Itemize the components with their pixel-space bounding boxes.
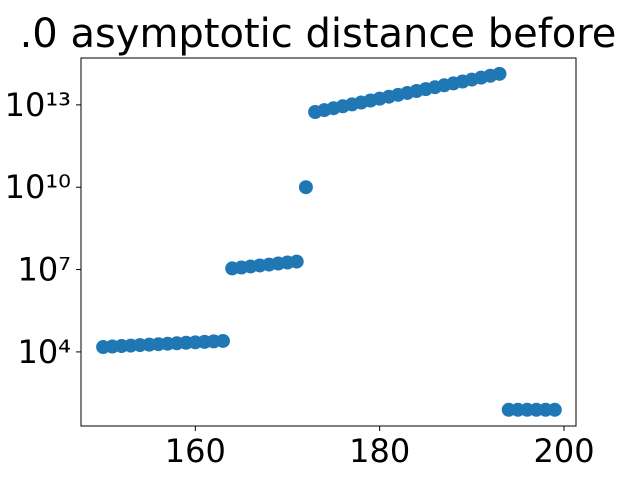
point [215, 333, 230, 348]
point [547, 402, 562, 417]
y-tick-label: 10¹³ [5, 86, 71, 124]
x-tick-label: 160 [165, 432, 226, 470]
plot-frame [80, 57, 577, 427]
x-tick-label: 200 [533, 432, 594, 470]
x-tick-label: 180 [349, 432, 410, 470]
point [298, 180, 313, 195]
y-tick-label: 10¹⁰ [5, 168, 71, 206]
chart-title: .0 asymptotic distance before [20, 11, 617, 57]
point [289, 254, 304, 269]
point [492, 66, 507, 81]
y-tick-label: 10⁴ [17, 333, 71, 371]
y-tick-label: 10⁷ [17, 251, 71, 289]
